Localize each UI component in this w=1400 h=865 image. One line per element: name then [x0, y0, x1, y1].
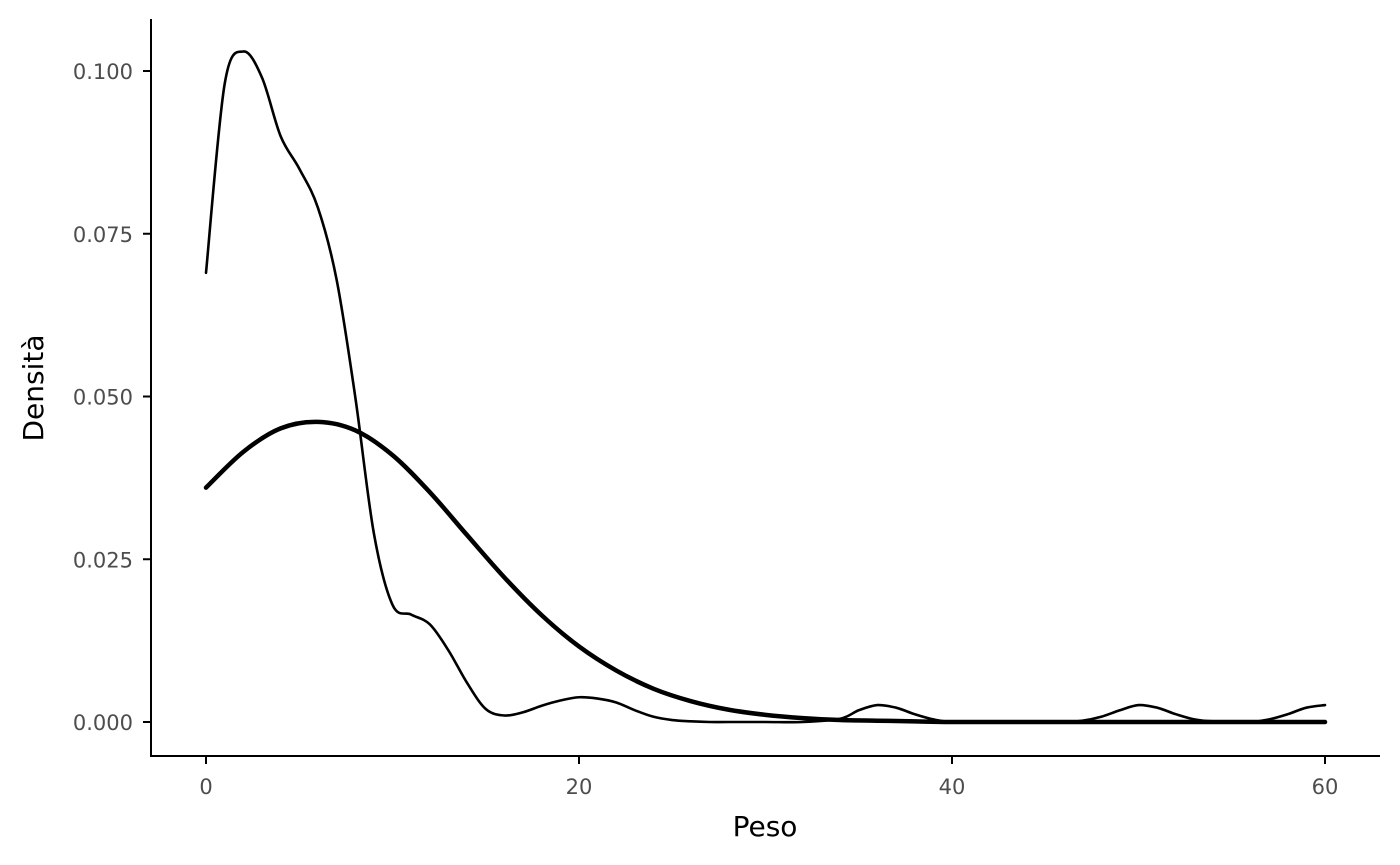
density-curve-detailed: [204, 50, 1327, 724]
x-tick-label: 40: [939, 775, 966, 799]
density-curve-smooth: [203, 419, 1328, 725]
plot-area: [203, 50, 1328, 725]
y-tick-label: 0.050: [73, 386, 133, 410]
x-ticks: 0 20 40 60: [199, 756, 1338, 799]
x-axis-title: Peso: [733, 810, 798, 843]
y-tick-label: 0.100: [73, 60, 133, 84]
y-tick-label: 0.025: [73, 548, 133, 572]
y-tick-label: 0.075: [73, 223, 133, 247]
x-tick-label: 0: [199, 775, 212, 799]
y-axis-title: Densità: [17, 334, 50, 441]
x-tick-label: 60: [1312, 775, 1339, 799]
x-tick-label: 20: [566, 775, 593, 799]
y-tick-label: 0.000: [73, 711, 133, 735]
y-ticks: 0.000 0.025 0.050 0.075 0.100: [73, 60, 151, 735]
axes: 0.000 0.025 0.050 0.075 0.100 0 20 40 60: [73, 19, 1380, 799]
